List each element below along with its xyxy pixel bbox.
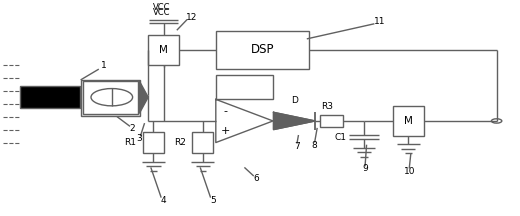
Bar xyxy=(216,75,273,99)
Text: 11: 11 xyxy=(374,17,385,26)
Text: M: M xyxy=(159,45,168,55)
Text: 5: 5 xyxy=(210,196,216,205)
Text: M: M xyxy=(404,116,413,126)
Text: VCC: VCC xyxy=(152,3,170,12)
Text: 3: 3 xyxy=(136,134,142,143)
Text: R2: R2 xyxy=(174,138,186,147)
Text: 7: 7 xyxy=(294,142,300,151)
Text: 10: 10 xyxy=(404,167,415,176)
Text: 9: 9 xyxy=(362,164,369,173)
Bar xyxy=(20,86,80,108)
Bar xyxy=(216,31,309,69)
Text: +: + xyxy=(220,126,230,136)
Text: R3: R3 xyxy=(321,102,333,111)
Polygon shape xyxy=(139,81,148,113)
Text: 1: 1 xyxy=(101,61,107,70)
Text: D: D xyxy=(291,96,298,105)
Text: 2: 2 xyxy=(130,124,135,133)
Bar xyxy=(192,132,213,153)
Bar xyxy=(320,115,343,127)
Bar xyxy=(143,132,164,153)
Text: 8: 8 xyxy=(311,141,318,150)
Bar xyxy=(83,81,138,114)
Bar xyxy=(81,80,140,116)
Text: 4: 4 xyxy=(161,196,166,205)
Polygon shape xyxy=(274,112,315,130)
Text: VCC: VCC xyxy=(152,8,170,17)
Text: 12: 12 xyxy=(186,13,197,22)
Text: 6: 6 xyxy=(253,174,259,183)
Text: C1: C1 xyxy=(335,133,347,142)
Text: -: - xyxy=(223,106,227,116)
Bar xyxy=(393,106,424,136)
Bar xyxy=(148,35,179,65)
Text: R1: R1 xyxy=(124,138,136,147)
Text: DSP: DSP xyxy=(251,43,275,56)
